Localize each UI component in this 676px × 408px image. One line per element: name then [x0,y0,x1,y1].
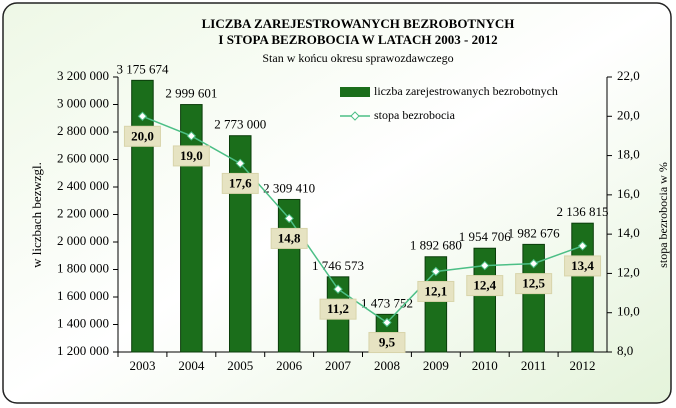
bar-value-label: 2 773 000 [214,117,266,132]
chart-title-line2: I STOPA BEZROBOCIA W LATACH 2003 - 2012 [218,32,497,47]
line-marker [235,158,245,169]
y2-tick-label: 22,0 [617,68,640,83]
x-tick-label: 2007 [325,358,352,373]
bar-value-label: 1 473 752 [361,295,413,310]
y-tick-label: 2 200 000 [57,205,109,220]
line-marker [382,317,392,328]
value-label-box [270,227,308,249]
bar-value-label: 3 175 674 [116,61,169,76]
legend-label: liczba zarejestrowanych bezrobotnych [374,84,558,98]
chart-title: LICZBA ZAREJESTROWANYCH BEZROBOTNYCH [202,16,515,31]
value-label-box [368,332,406,354]
bar [522,243,545,353]
line-value-label: 12,5 [522,276,545,291]
bar [473,247,497,353]
line-value-label: 14,8 [278,230,301,245]
bar-value-label: 1 746 573 [312,258,364,273]
line-marker [333,284,343,294]
y2-tick-label: 16,0 [617,186,640,201]
y2-tick-label: 10,0 [617,304,640,319]
legend-swatch [340,87,370,97]
bar [424,256,448,353]
y-tick-label: 1 600 000 [57,288,109,303]
y2-tick-label: 20,0 [617,107,640,122]
bar [131,79,154,353]
chart-subtitle: Stan w końcu okresu sprawozdawczego [262,51,453,65]
x-tick-label: 2010 [472,358,498,373]
x-tick-label: 2006 [276,358,303,373]
line-value-label: 20,0 [131,128,154,143]
x-tick-label: 2009 [423,358,449,373]
chart-frame [2,2,672,404]
line-marker [186,131,197,141]
line-value-label: 13,4 [571,258,594,273]
y-axis-label: w liczbach bezwzgl. [29,162,44,268]
value-label-box [466,275,504,297]
line [142,115,583,324]
y-tick-label: 1 400 000 [57,315,109,330]
bar-value-label: 1 982 676 [508,225,561,240]
x-tick-label: 2008 [374,358,400,373]
y2-tick-label: 18,0 [617,147,640,162]
line-marker [577,241,588,251]
bar-value-label: 2 136 815 [557,204,609,219]
x-tick-label: 2011 [521,358,547,373]
bar [180,104,203,353]
line-value-label: 9,5 [379,335,396,350]
y-tick-label: 2 000 000 [57,233,109,248]
bar-value-label: 2 999 601 [165,86,217,101]
line-marker [137,111,148,121]
x-tick-label: 2004 [178,358,205,373]
x-tick-label: 2005 [227,358,253,373]
line-marker [528,258,539,269]
value-label-box [172,145,210,167]
x-tick-label: 2012 [570,358,596,373]
y-tick-label: 2 400 000 [57,178,109,193]
legend-label: stopa bezrobocia [374,108,456,122]
line-marker [284,213,294,224]
y2-tick-label: 14,0 [617,225,640,240]
y2-tick-label: 12,0 [617,264,640,279]
bar-value-label: 1 954 706 [459,229,512,244]
y-tick-label: 1 200 000 [57,343,109,358]
legend-marker [350,111,360,121]
x-tick-label: 2003 [129,358,155,373]
y-tick-label: 2 600 000 [57,150,109,165]
y2-axis-label: stopa bezrobocia w % [656,162,670,268]
line-marker [480,260,490,271]
bar-value-label: 1 892 680 [410,238,462,253]
y2-tick-label: 8,0 [617,343,633,358]
value-label-box [123,125,161,147]
y-tick-label: 3 000 000 [57,95,109,110]
y-tick-label: 1 800 000 [57,260,109,275]
value-label-box [221,172,259,194]
bar [228,135,252,353]
value-label-box [564,255,602,277]
value-label-box [417,280,455,302]
line-value-label: 12,1 [424,283,447,298]
value-label-box [515,273,553,295]
line-marker [431,266,441,277]
line-value-label: 17,6 [229,175,252,190]
y-tick-label: 2 800 000 [57,123,109,138]
line-value-label: 12,4 [473,278,496,293]
line-value-label: 19,0 [180,148,203,163]
y-tick-label: 3 200 000 [57,68,109,83]
value-label-box [319,298,357,320]
bar [571,222,594,353]
bar-value-label: 2 309 410 [263,180,315,195]
line-value-label: 11,2 [327,301,349,316]
